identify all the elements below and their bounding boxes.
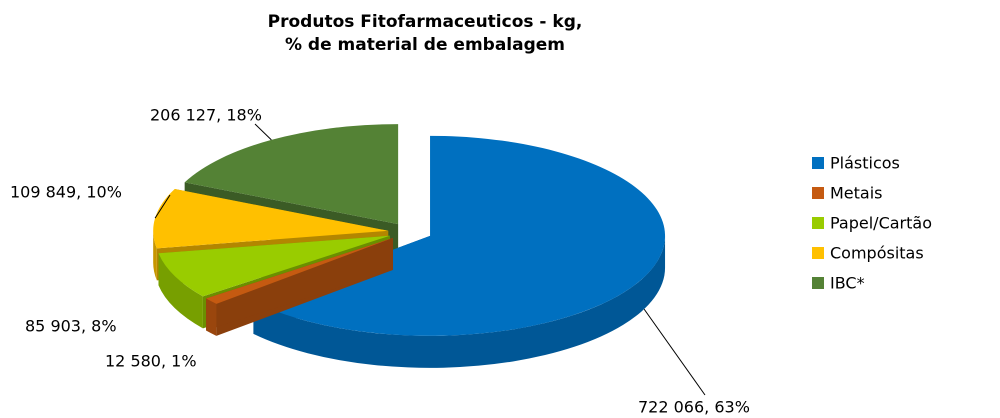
legend-swatch [812, 157, 824, 169]
data-label: 109 849, 10% [10, 183, 122, 202]
leader-line [643, 308, 706, 396]
slice [184, 124, 399, 225]
slice [206, 237, 393, 304]
legend-label: IBC* [830, 274, 865, 293]
legend-label: Plásticos [830, 154, 900, 173]
slice-wall [153, 230, 157, 281]
leader-line [154, 194, 171, 219]
slice-side [206, 237, 393, 331]
slice [158, 235, 390, 297]
data-label: 722 066, 63% [638, 398, 750, 417]
legend-label: Compósitas [830, 244, 924, 263]
data-label: 12 580, 1% [105, 352, 197, 371]
slice [153, 189, 389, 249]
leader-line [254, 123, 272, 141]
slice [253, 135, 666, 336]
legend-swatch [812, 277, 824, 289]
chart-title: Produtos Fitofarmaceuticos - kg, [268, 12, 583, 32]
legend-swatch [812, 217, 824, 229]
slice-wall [158, 253, 203, 329]
slice-wall [253, 235, 666, 368]
data-label: 206 127, 18% [150, 106, 262, 125]
legend-label: Papel/Cartão [830, 214, 932, 233]
slice-wall [206, 298, 217, 336]
chart-title: % de material de embalagem [285, 35, 565, 55]
legend-swatch [812, 187, 824, 199]
slice-group [206, 237, 393, 336]
legend-label: Metais [830, 184, 883, 203]
data-label: 85 903, 8% [25, 317, 117, 336]
legend-swatch [812, 247, 824, 259]
